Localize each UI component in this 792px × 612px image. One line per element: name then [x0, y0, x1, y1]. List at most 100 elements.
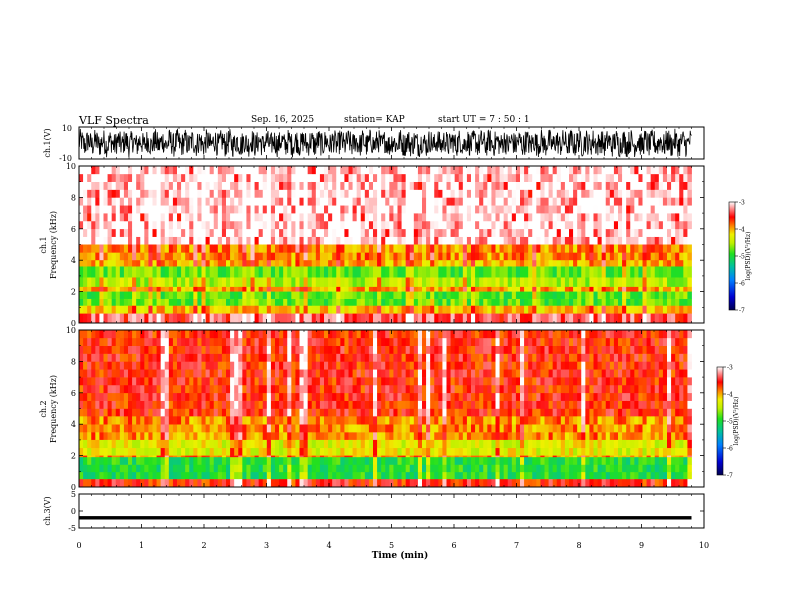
- spectrogram-cell: [193, 432, 198, 441]
- spectrogram-cell: [201, 416, 206, 425]
- spectrogram-cell: [307, 236, 313, 245]
- spectrogram-cell: [234, 361, 239, 370]
- spectrogram-cell: [303, 353, 309, 362]
- spectrogram-cell: [560, 166, 566, 175]
- spectrogram-cell: [389, 181, 394, 190]
- spectrogram-cell: [246, 313, 251, 324]
- spectrogram-cell: [91, 471, 96, 480]
- spectrogram-cell: [524, 213, 529, 222]
- spectrogram-cell: [132, 471, 137, 480]
- spectrogram-cell: [315, 416, 321, 425]
- spectrogram-cell: [128, 277, 133, 288]
- spectrogram-cell: [115, 286, 121, 292]
- spectrogram-cell: [385, 305, 390, 314]
- spectrogram-cell: [446, 252, 451, 261]
- spectrogram-cell: [189, 353, 194, 362]
- spectrogram-cell: [450, 464, 456, 473]
- spectrogram-cell: [613, 236, 619, 245]
- spectrogram-cell: [450, 305, 456, 314]
- spectrogram-cell: [417, 377, 423, 386]
- spectrogram-cell: [634, 277, 639, 288]
- spectrogram-cell: [438, 408, 443, 417]
- spectrogram-cell: [585, 260, 590, 267]
- spectrogram-cell: [128, 432, 133, 441]
- spectrogram-cell: [544, 166, 549, 175]
- spectrogram-cell: [340, 166, 345, 175]
- spectrogram-cell: [287, 455, 292, 458]
- spectrogram-cell: [609, 228, 615, 237]
- spectrogram-cell: [221, 361, 227, 370]
- spectrogram-cell: [401, 384, 407, 394]
- spectrogram-cell: [213, 464, 219, 473]
- spectrogram-cell: [250, 432, 255, 441]
- spectrogram-cell: [397, 464, 402, 473]
- spectrogram-cell: [540, 166, 545, 175]
- spectrogram-cell: [422, 408, 427, 417]
- spectrogram-cell: [287, 408, 292, 417]
- spectrogram-cell: [495, 173, 500, 182]
- spectrogram-cell: [422, 330, 427, 339]
- spectrogram-cell: [471, 252, 476, 261]
- spectrogram-cell: [348, 337, 353, 346]
- spectrogram-cell: [152, 277, 157, 288]
- spectrogram-cell: [164, 384, 170, 394]
- spectrogram-cell: [185, 228, 190, 237]
- spectrogram-cell: [246, 181, 251, 190]
- spectrogram-cell: [91, 298, 96, 307]
- spectrogram-cell: [103, 213, 108, 222]
- spectrogram-cell: [381, 220, 386, 230]
- spectrogram-cell: [430, 432, 435, 441]
- spectrogram-cell: [140, 197, 145, 206]
- spectrogram-cell: [352, 313, 358, 324]
- spectrogram-cell: [217, 455, 223, 458]
- spectrogram-cell: [311, 361, 317, 370]
- spectrogram-cell: [123, 377, 129, 386]
- spectrogram-cell: [573, 305, 578, 314]
- spectrogram-cell: [499, 266, 505, 278]
- spectrogram-cell: [266, 353, 272, 362]
- spectrogram-cell: [544, 197, 549, 206]
- spectrogram-cell: [234, 464, 239, 473]
- spectrogram-cell: [95, 400, 100, 409]
- spectrogram-cell: [197, 455, 202, 458]
- spectrogram-cell: [258, 330, 264, 339]
- spectrogram-cell: [585, 252, 590, 261]
- spectrogram-cell: [638, 291, 643, 299]
- spectrogram-cell: [642, 220, 647, 230]
- spectrogram-cell: [91, 166, 96, 175]
- spectrogram-cell: [332, 424, 337, 433]
- spectrogram-cell: [250, 266, 255, 278]
- spectrogram-cell: [185, 189, 190, 198]
- spectrogram-cell: [356, 464, 362, 473]
- spectrogram-cell: [667, 291, 672, 299]
- spectrogram-cell: [368, 464, 374, 473]
- spectrogram-cell: [156, 384, 162, 394]
- spectrogram-cell: [295, 455, 300, 458]
- spectrogram-cell: [95, 286, 100, 292]
- spectrogram-cell: [123, 369, 129, 378]
- spectrogram-cell: [275, 330, 280, 339]
- spectrogram-cell: [226, 291, 231, 299]
- spectrogram-cell: [123, 400, 129, 409]
- spectrogram-cell: [450, 291, 456, 299]
- spectrogram-cell: [172, 337, 178, 346]
- spectrogram-cell: [123, 291, 129, 299]
- spectrogram-cell: [221, 286, 227, 292]
- spectrogram-cell: [79, 361, 84, 370]
- spectrogram-cell: [332, 166, 337, 175]
- spectrogram-cell: [495, 205, 500, 214]
- spectrogram-cell: [152, 361, 157, 370]
- spectrogram-cell: [168, 447, 174, 456]
- spectrogram-cell: [422, 313, 427, 324]
- spectrogram-cell: [217, 369, 223, 378]
- spectrogram-cell: [544, 252, 549, 261]
- spectrogram-cell: [364, 471, 370, 480]
- spectrogram-cell: [197, 313, 202, 324]
- spectrogram-cell: [99, 345, 104, 354]
- spectrogram-cell: [283, 213, 288, 222]
- spectrogram-cell: [462, 266, 468, 278]
- spectrogram-cell: [250, 205, 255, 214]
- spectrogram-cell: [311, 369, 317, 378]
- spectrogram-cell: [311, 377, 317, 386]
- spectrogram-cell: [422, 479, 427, 488]
